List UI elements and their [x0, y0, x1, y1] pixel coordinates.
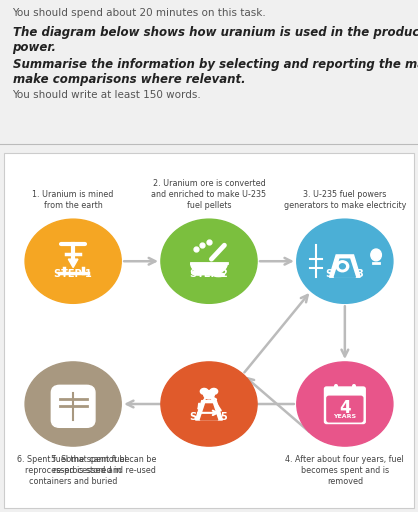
Circle shape [161, 219, 257, 303]
FancyBboxPatch shape [324, 387, 365, 423]
Text: The diagram below shows how uranium is used in the production of nuclear
power.: The diagram below shows how uranium is u… [13, 26, 418, 54]
Ellipse shape [204, 391, 214, 399]
Circle shape [297, 362, 393, 446]
Text: You should spend about 20 minutes on this task.: You should spend about 20 minutes on thi… [13, 8, 266, 18]
Polygon shape [200, 404, 218, 420]
Ellipse shape [213, 273, 224, 276]
FancyBboxPatch shape [4, 153, 414, 508]
Polygon shape [191, 263, 227, 275]
Text: Summarise the information by selecting and reporting the main features, and
make: Summarise the information by selecting a… [13, 58, 418, 87]
Text: STEP 2: STEP 2 [190, 269, 228, 279]
FancyBboxPatch shape [51, 386, 95, 428]
Text: 4: 4 [339, 399, 351, 417]
Text: STEP 5: STEP 5 [190, 412, 228, 422]
Ellipse shape [200, 389, 208, 394]
Text: 3. U-235 fuel powers
generators to make electricity: 3. U-235 fuel powers generators to make … [284, 190, 406, 210]
Text: 5. Some spent fuel can be
re-processed and re-used: 5. Some spent fuel can be re-processed a… [51, 455, 157, 475]
Text: 1. Uranium is mined
from the earth: 1. Uranium is mined from the earth [33, 190, 114, 210]
Polygon shape [329, 255, 360, 277]
Circle shape [25, 219, 121, 303]
Text: STEP 3: STEP 3 [326, 269, 364, 279]
Text: 6. Spent fuel that cannot be
reprocessed is stored in
containers and buried: 6. Spent fuel that cannot be reprocessed… [17, 455, 130, 486]
Polygon shape [68, 259, 78, 268]
Circle shape [25, 362, 121, 446]
Polygon shape [334, 259, 355, 277]
Text: 2. Uranium ore is converted
and enriched to make U-235
fuel pellets: 2. Uranium ore is converted and enriched… [151, 179, 267, 210]
FancyBboxPatch shape [327, 396, 363, 422]
Polygon shape [196, 400, 222, 420]
Text: YEARS: YEARS [333, 414, 357, 419]
Ellipse shape [371, 249, 381, 261]
Circle shape [339, 264, 345, 269]
Ellipse shape [192, 271, 205, 275]
Text: STEP 4: STEP 4 [326, 412, 364, 422]
Ellipse shape [60, 390, 87, 396]
Circle shape [297, 219, 393, 303]
Text: 4. After about four years, fuel
becomes spent and is
removed: 4. After about four years, fuel becomes … [285, 455, 404, 486]
Circle shape [161, 362, 257, 446]
Circle shape [336, 261, 349, 272]
Text: STEP 1: STEP 1 [54, 269, 92, 279]
Ellipse shape [210, 389, 218, 394]
Text: STEP 6: STEP 6 [54, 412, 92, 422]
Text: You should write at least 150 words.: You should write at least 150 words. [13, 91, 201, 100]
